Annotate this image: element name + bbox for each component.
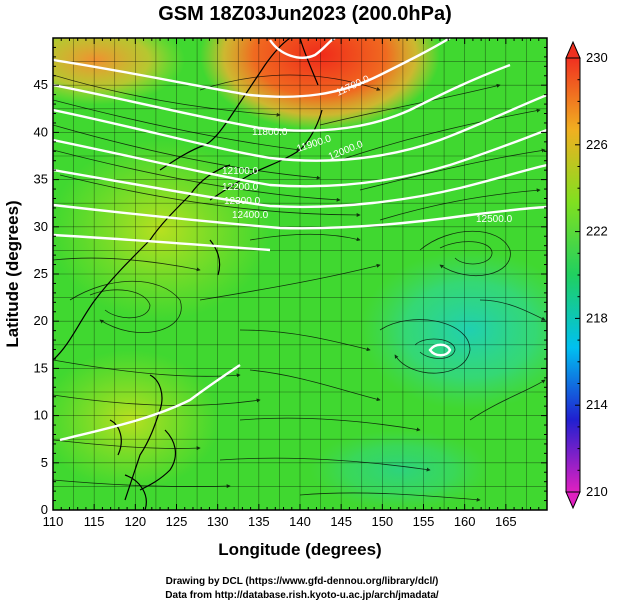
x-tick-label: 120	[124, 514, 146, 529]
colorbar: 210 214 218 222 226 230	[565, 40, 608, 510]
contour-label: 11800.0	[252, 127, 288, 138]
contour-label: 12300.0	[224, 196, 261, 207]
y-tick-label: 45	[34, 77, 48, 92]
colorbar-label: 226	[586, 137, 608, 152]
height-contours	[53, 38, 547, 442]
colorbar-label: 230	[586, 50, 608, 65]
credit-drawing: Drawing by DCL (https://www.gfd-dennou.o…	[166, 576, 439, 587]
x-tick-label: 160	[454, 514, 476, 529]
x-tick-label: 140	[289, 514, 311, 529]
colorbar-label: 218	[586, 310, 608, 325]
colorbar-min-arrow	[565, 491, 581, 510]
credit-data: Data from http://database.rish.kyoto-u.a…	[165, 590, 439, 601]
y-tick-label: 30	[34, 219, 48, 234]
colorbar-label: 222	[586, 224, 608, 239]
x-tick-label: 135	[248, 514, 270, 529]
chart-title: GSM 18Z03Jun2023 (200.0hPa)	[158, 3, 451, 25]
x-tick-label: 145	[330, 514, 352, 529]
y-tick-label: 40	[34, 124, 48, 139]
streamlines	[53, 74, 546, 502]
x-tick-label: 125	[166, 514, 188, 529]
contour-label: 12100.0	[222, 166, 259, 177]
y-tick-label: 20	[34, 313, 48, 328]
y-tick-label: 5	[41, 455, 48, 470]
contour-label: 12200.0	[222, 182, 259, 193]
colorbar-max-arrow	[565, 40, 581, 59]
coastlines	[53, 38, 323, 510]
x-tick-label: 165	[495, 514, 517, 529]
y-tick-label: 15	[34, 360, 48, 375]
y-tick-label: 10	[34, 408, 48, 423]
y-tick-label: 25	[34, 266, 48, 281]
colorbar-label: 210	[586, 484, 608, 499]
contour-label: 12500.0	[476, 214, 513, 225]
x-tick-label: 155	[413, 514, 435, 529]
y-tick-label: 35	[34, 172, 48, 187]
x-axis-label: Longitude (degrees)	[218, 540, 381, 559]
contour-label: 12400.0	[232, 210, 269, 221]
colorbar-label: 214	[586, 397, 608, 412]
x-tick-label: 110	[43, 514, 64, 529]
y-axis-label: Latitude (degrees)	[3, 200, 22, 347]
x-tick-label: 130	[207, 514, 229, 529]
y-axis: 0 5 10 15 20 25 30 35 40 45	[34, 37, 547, 517]
x-tick-label: 150	[371, 514, 393, 529]
x-tick-label: 115	[84, 514, 105, 529]
x-axis: 110 115 120 125 130 135 140 145 150 155 160 165	[43, 38, 548, 529]
y-tick-label: 0	[41, 502, 48, 517]
grid-lines	[53, 38, 547, 510]
